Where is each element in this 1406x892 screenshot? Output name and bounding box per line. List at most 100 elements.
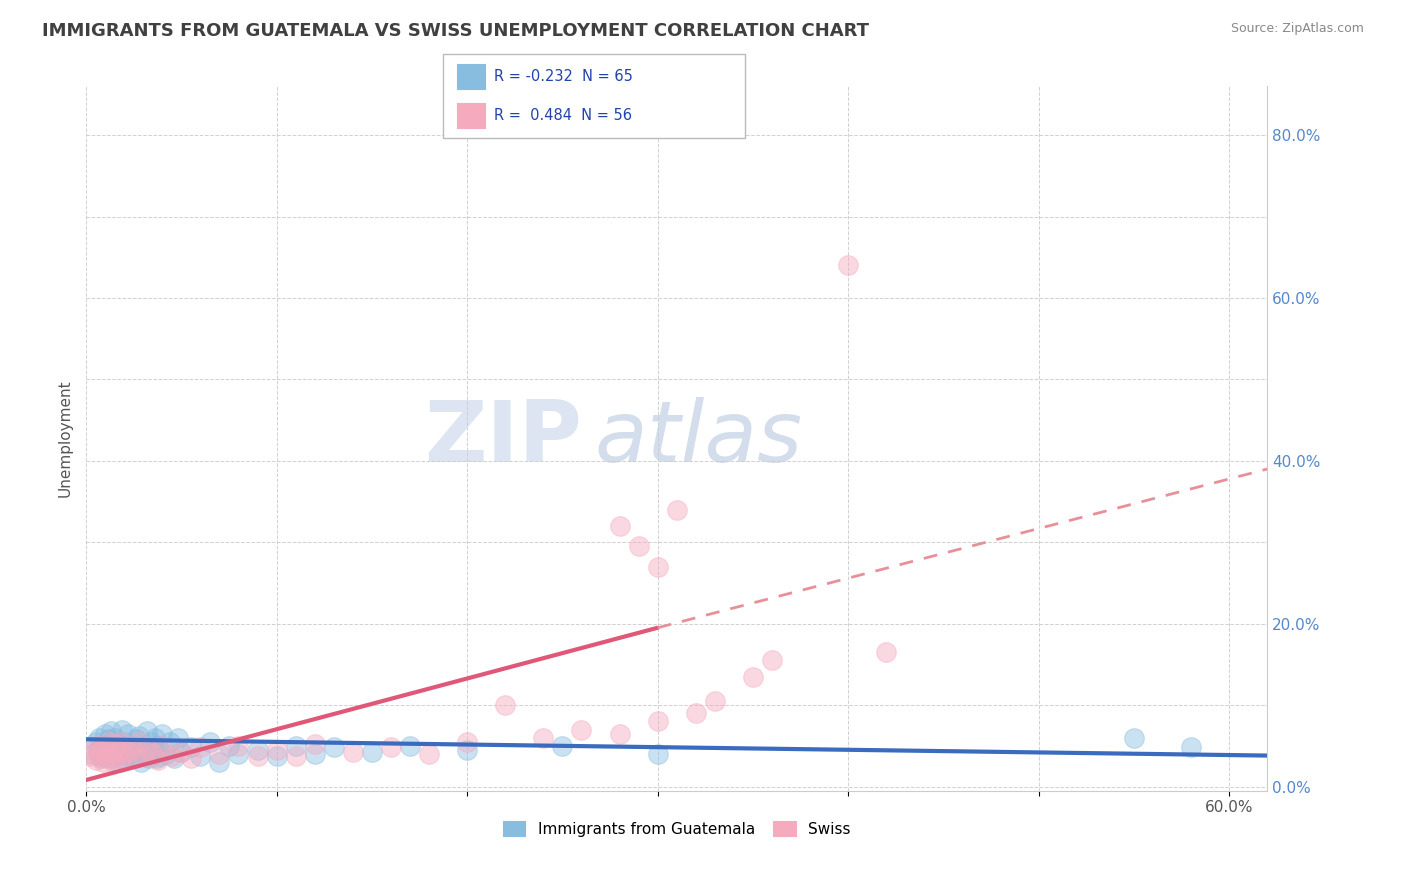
- Point: [121, 740, 143, 755]
- Point: [112, 735, 135, 749]
- Point: [89, 731, 111, 745]
- Point: [84, 754, 107, 768]
- Point: [761, 653, 783, 667]
- Point: [79, 748, 101, 763]
- Point: [94, 739, 117, 753]
- Point: [149, 748, 172, 763]
- Point: [551, 739, 574, 753]
- Point: [163, 751, 186, 765]
- Point: [105, 755, 128, 769]
- Point: [122, 751, 145, 765]
- Text: IMMIGRANTS FROM GUATEMALA VS SWISS UNEMPLOYMENT CORRELATION CHART: IMMIGRANTS FROM GUATEMALA VS SWISS UNEMP…: [42, 22, 869, 40]
- Point: [84, 735, 107, 749]
- Point: [571, 723, 593, 737]
- Point: [742, 670, 765, 684]
- Point: [609, 726, 631, 740]
- Point: [180, 751, 202, 765]
- Text: R = -0.232  N = 65: R = -0.232 N = 65: [494, 70, 633, 84]
- Point: [647, 747, 669, 761]
- Point: [96, 751, 118, 765]
- Point: [380, 740, 402, 755]
- Point: [97, 732, 120, 747]
- Point: [117, 745, 139, 759]
- Point: [131, 755, 153, 769]
- Point: [456, 735, 478, 749]
- Point: [875, 645, 897, 659]
- Point: [266, 748, 288, 763]
- Point: [180, 740, 202, 755]
- Point: [110, 755, 132, 769]
- Point: [148, 739, 170, 753]
- Point: [134, 747, 156, 761]
- Point: [142, 744, 165, 758]
- Point: [304, 737, 326, 751]
- Point: [90, 744, 112, 758]
- Point: [150, 726, 173, 740]
- Point: [218, 739, 240, 753]
- Point: [80, 747, 103, 761]
- Point: [104, 748, 127, 763]
- Point: [90, 740, 112, 755]
- Point: [145, 751, 167, 765]
- Y-axis label: Unemployment: Unemployment: [58, 380, 72, 497]
- Point: [101, 755, 124, 769]
- Point: [112, 747, 135, 761]
- Point: [399, 739, 422, 753]
- Point: [198, 735, 221, 749]
- Point: [112, 753, 135, 767]
- Point: [100, 747, 122, 761]
- Point: [117, 726, 139, 740]
- Point: [90, 751, 112, 765]
- Point: [703, 694, 725, 708]
- Point: [1123, 731, 1146, 745]
- Point: [94, 726, 117, 740]
- Point: [155, 747, 177, 761]
- Point: [124, 751, 146, 765]
- Point: [150, 739, 173, 753]
- Point: [284, 739, 307, 753]
- Point: [97, 735, 120, 749]
- Point: [685, 706, 707, 721]
- Point: [100, 724, 122, 739]
- Point: [124, 732, 146, 747]
- Point: [284, 748, 307, 763]
- Point: [170, 745, 193, 759]
- Point: [139, 735, 162, 749]
- Point: [494, 698, 516, 712]
- Point: [266, 743, 288, 757]
- Point: [118, 748, 141, 763]
- Point: [322, 740, 344, 755]
- Point: [104, 731, 127, 745]
- Point: [110, 747, 132, 761]
- Point: [107, 743, 129, 757]
- Point: [127, 744, 149, 758]
- Point: [190, 748, 212, 763]
- Point: [627, 539, 650, 553]
- Point: [208, 747, 231, 761]
- Point: [665, 502, 688, 516]
- Text: ZIP: ZIP: [425, 397, 582, 480]
- Point: [136, 724, 159, 739]
- Point: [101, 743, 124, 757]
- Point: [128, 729, 150, 743]
- Point: [456, 743, 478, 757]
- Point: [111, 735, 134, 749]
- Point: [128, 735, 150, 749]
- Point: [104, 737, 127, 751]
- Point: [190, 740, 212, 755]
- Point: [418, 747, 440, 761]
- Point: [100, 751, 122, 765]
- Point: [142, 747, 165, 761]
- Point: [148, 754, 170, 768]
- Text: R =  0.484  N = 56: R = 0.484 N = 56: [494, 108, 631, 122]
- Point: [89, 748, 111, 763]
- Point: [228, 747, 250, 761]
- Point: [228, 739, 250, 753]
- Point: [132, 748, 155, 763]
- Point: [91, 755, 114, 769]
- Point: [107, 737, 129, 751]
- Point: [143, 731, 166, 745]
- Point: [86, 739, 108, 753]
- Point: [170, 745, 193, 759]
- Point: [342, 745, 364, 759]
